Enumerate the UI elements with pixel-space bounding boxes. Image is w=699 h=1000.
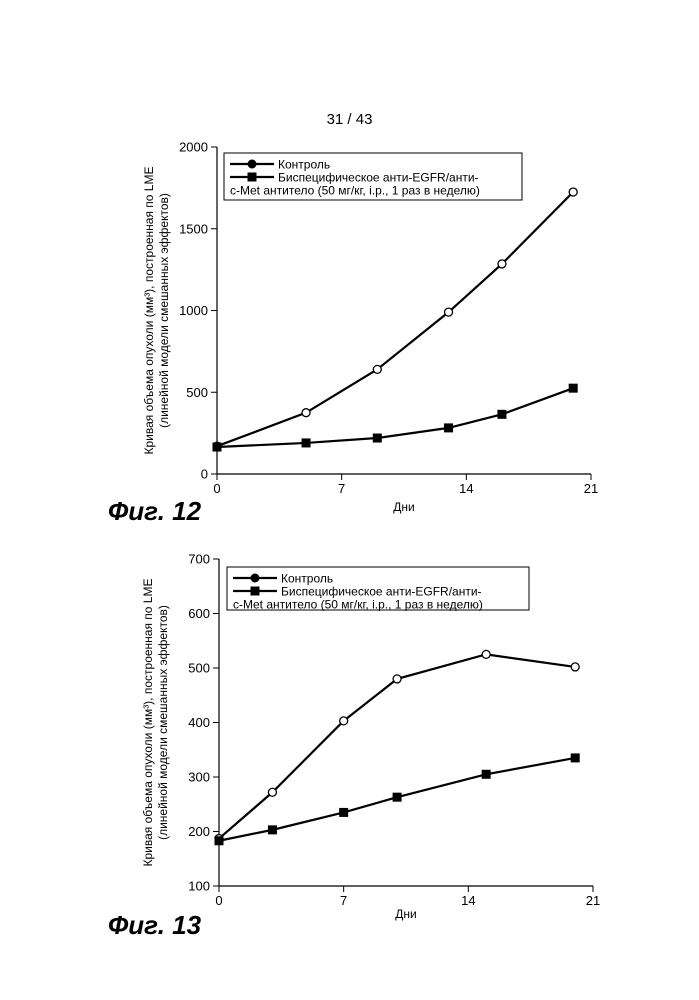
chart13-series-0-line (218, 653, 576, 840)
chart12-x-tick-label: 0 (213, 481, 220, 496)
chart12-series-0-point (568, 187, 578, 197)
chart12-y-tick-label: 0 (201, 467, 208, 482)
chart12-legend-label-0: Контроль (278, 158, 330, 172)
chart13-series-1-point (214, 836, 224, 846)
chart13-legend-marker-1 (250, 586, 260, 596)
chart13-series-0-point (392, 674, 402, 684)
chart13-series-0-point (339, 716, 349, 726)
chart13-series-1-point (267, 825, 277, 835)
chart12-y-axis-title-line2: (линейной модели смешанных эффектов) (157, 193, 171, 428)
chart12-series-0-point (301, 408, 311, 418)
chart13-x-tick-label: 7 (340, 893, 347, 908)
chart13-x-axis-title: Дни (395, 907, 416, 921)
chart13-x-tick-label: 0 (215, 893, 222, 908)
chart12-legend-marker-0 (247, 159, 257, 169)
chart13-series-0-point (481, 649, 491, 660)
chart12-series-1-point (497, 409, 507, 419)
chart12-y-axis-title: Кривая объема опухоли (мм³), построенная… (142, 167, 156, 455)
chart13-y-axis-title-line2: (линейной модели смешанных эффектов) (156, 605, 170, 840)
chart13-y-tick-label: 100 (188, 879, 210, 894)
chart12-x-axis-title: Дни (393, 500, 414, 514)
chart13-y-tick-label: 600 (188, 606, 210, 621)
chart12-legend-marker-1 (247, 172, 257, 182)
chart13-series-1-point (392, 792, 402, 802)
chart13-x-tick-label: 21 (586, 893, 600, 908)
chart13-y-tick-label: 700 (188, 552, 210, 567)
chart13-legend-label-1-line2: c-Met антитело (50 мг/кг, i.p., 1 раз в … (233, 598, 483, 612)
chart12-x-tick-label: 14 (459, 481, 473, 496)
chart13-series-0-point (267, 787, 278, 797)
chart13-series-1-point (339, 807, 349, 817)
chart12-series-0-point (497, 259, 507, 269)
chart12-y-tick-label: 500 (186, 385, 208, 400)
chart13-y-axis-title: Кривая объема опухоли (мм³), построенная… (141, 579, 155, 867)
chart12-figure-label: Фиг. 12 (108, 496, 202, 526)
chart12-series-1-point (212, 442, 222, 452)
chart13-x-tick-label: 14 (461, 893, 475, 908)
chart12-y-tick-label: 1000 (179, 303, 208, 318)
chart12-y-tick-label: 1500 (179, 221, 208, 236)
chart12-series-0-point (372, 364, 382, 375)
page-number: 31 / 43 (326, 111, 373, 128)
chart12-series-0-line (216, 191, 574, 448)
chart13-series-1-point (481, 769, 491, 779)
chart13-legend-box (226, 566, 530, 611)
chart12-series-1-point (301, 438, 311, 448)
chart13-series-1-point (570, 753, 580, 763)
chart13-y-tick-label: 500 (188, 661, 210, 676)
chart13-y-tick-label: 200 (188, 824, 210, 839)
chart13-series-0-point (570, 662, 580, 672)
chart12-series-0-point (443, 307, 454, 317)
chart13-figure-label: Фиг. 13 (108, 910, 202, 940)
chart12-x-tick-label: 7 (338, 481, 345, 496)
chart13-legend-label-1: Биспецифическое анти-EGFR/анти- (281, 585, 482, 599)
chart13-legend-label-0: Контроль (281, 572, 333, 586)
chart12-legend-label-1-line2: c-Met антитело (50 мг/кг, i.p., 1 раз в … (230, 184, 480, 198)
chart12-legend-label-1: Биспецифическое анти-EGFR/анти- (278, 171, 479, 185)
chart12-legend-box (223, 152, 523, 201)
chart13-y-tick-label: 400 (188, 715, 210, 730)
chart12-y-tick-label: 2000 (179, 140, 208, 155)
chart12-series-1-point (568, 383, 578, 393)
chart13-y-tick-label: 300 (188, 770, 210, 785)
chart12-x-tick-label: 21 (584, 481, 598, 496)
chart13-legend-marker-0 (250, 573, 260, 583)
chart12-series-1-point (372, 433, 382, 443)
chart12-series-1-point (444, 423, 454, 433)
chart12-series-1-line (216, 387, 574, 449)
chart13-series-1-line (218, 756, 576, 842)
